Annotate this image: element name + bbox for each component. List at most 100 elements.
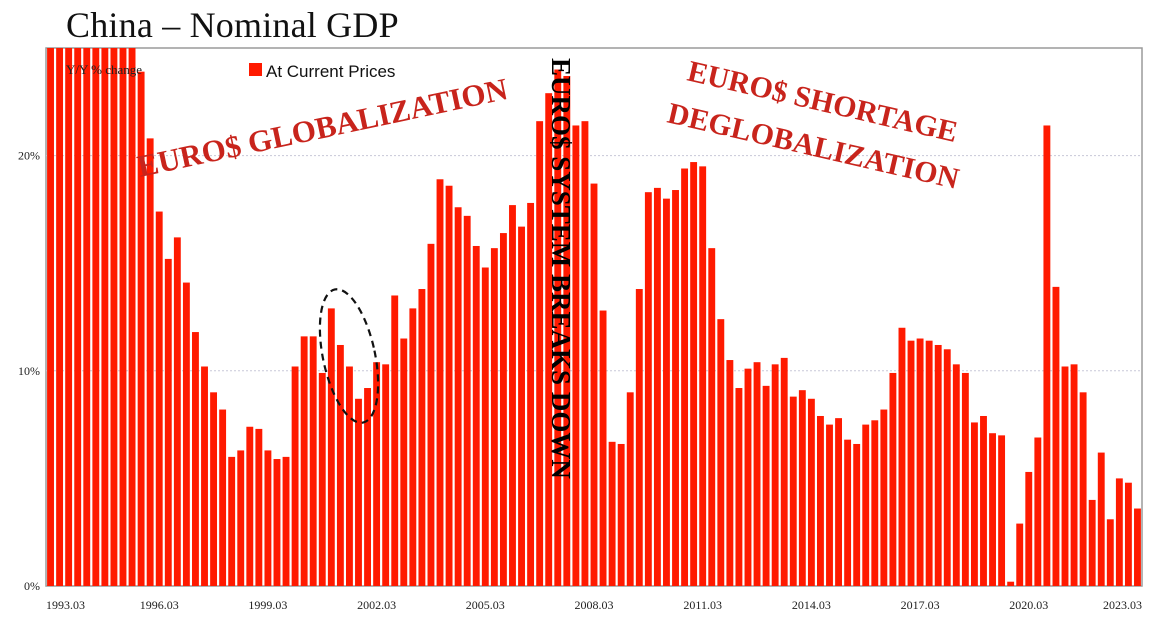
bar bbox=[545, 93, 553, 586]
bar bbox=[327, 308, 335, 586]
bar bbox=[572, 125, 580, 586]
bar bbox=[219, 409, 227, 586]
bar bbox=[110, 48, 118, 586]
bar bbox=[744, 368, 752, 586]
bar bbox=[146, 138, 154, 586]
bar bbox=[155, 211, 163, 587]
page-title: China – Nominal GDP bbox=[66, 5, 399, 45]
bar bbox=[1007, 581, 1015, 586]
bar bbox=[617, 443, 625, 586]
bar bbox=[554, 69, 562, 586]
legend-swatch bbox=[249, 63, 262, 76]
bar bbox=[889, 372, 897, 586]
bar bbox=[1115, 478, 1123, 586]
y-tick-label: 0% bbox=[24, 579, 40, 593]
x-tick-label: 2017.03 bbox=[901, 598, 940, 612]
x-tick-label: 1993.03 bbox=[46, 598, 85, 612]
bar bbox=[182, 282, 190, 586]
bar bbox=[481, 267, 489, 586]
bar bbox=[137, 71, 145, 587]
bar bbox=[1134, 508, 1141, 586]
bar bbox=[1097, 452, 1105, 586]
x-tick-label: 2008.03 bbox=[575, 598, 614, 612]
x-tick-label: 1999.03 bbox=[248, 598, 287, 612]
x-tick-label: 2020.03 bbox=[1009, 598, 1048, 612]
bar bbox=[1061, 366, 1069, 586]
bar bbox=[961, 372, 969, 586]
bar bbox=[164, 258, 172, 586]
bar bbox=[409, 308, 417, 586]
bar bbox=[1043, 125, 1051, 586]
bar bbox=[237, 450, 245, 586]
bar bbox=[273, 459, 281, 586]
x-tick-labels: 1993.03 1996.03 1999.03 2002.03 2005.03 2008.… bbox=[46, 598, 1142, 612]
bar bbox=[771, 364, 779, 586]
bar bbox=[1052, 286, 1060, 586]
bar bbox=[1106, 519, 1114, 586]
bar bbox=[1088, 499, 1096, 586]
bar bbox=[264, 450, 272, 586]
bar bbox=[762, 385, 770, 586]
x-tick-label: 2002.03 bbox=[357, 598, 396, 612]
bar bbox=[128, 48, 136, 586]
bar bbox=[1025, 471, 1033, 586]
bar bbox=[599, 310, 607, 586]
bar bbox=[391, 295, 399, 586]
bar bbox=[192, 332, 199, 586]
bar bbox=[382, 364, 390, 586]
bar bbox=[536, 121, 544, 587]
bar bbox=[681, 168, 689, 586]
bar bbox=[101, 48, 109, 586]
bar bbox=[817, 415, 824, 586]
bar bbox=[590, 183, 598, 586]
bar bbox=[56, 48, 64, 586]
highlight-ellipse bbox=[318, 288, 380, 424]
bar bbox=[355, 398, 362, 586]
bar bbox=[201, 366, 208, 586]
bar bbox=[717, 319, 725, 586]
bar bbox=[445, 185, 453, 587]
bar bbox=[74, 48, 82, 586]
bar bbox=[735, 388, 743, 586]
bar bbox=[690, 162, 698, 586]
bar bbox=[318, 372, 326, 586]
bar bbox=[952, 364, 960, 586]
y-axis-label: Y/Y % change bbox=[66, 62, 142, 77]
bar bbox=[663, 198, 670, 586]
bar bbox=[925, 340, 933, 586]
x-tick-label: 2014.03 bbox=[792, 598, 831, 612]
bar bbox=[970, 422, 978, 586]
bar bbox=[653, 187, 661, 586]
bar bbox=[92, 48, 100, 586]
x-tick-label: 2005.03 bbox=[466, 598, 505, 612]
bar bbox=[1034, 437, 1042, 586]
bar bbox=[282, 456, 290, 586]
bar bbox=[581, 121, 589, 587]
bar bbox=[699, 166, 707, 587]
annotation-system-breaks-down: EURO$ SYSTEM BREAKS DOWN bbox=[546, 58, 576, 479]
bar bbox=[364, 388, 371, 586]
bar bbox=[210, 392, 218, 586]
x-tick-label: 2011.03 bbox=[683, 598, 722, 612]
bar bbox=[626, 392, 634, 586]
bar bbox=[1070, 364, 1078, 586]
bar bbox=[644, 192, 652, 586]
bar bbox=[753, 362, 761, 586]
bar bbox=[798, 390, 806, 586]
bar bbox=[246, 426, 254, 586]
bar bbox=[119, 48, 127, 586]
bar bbox=[373, 362, 381, 586]
bar bbox=[427, 243, 435, 586]
bar bbox=[83, 48, 91, 586]
bar bbox=[907, 340, 915, 586]
bar bbox=[871, 420, 879, 586]
bar bbox=[807, 398, 815, 586]
bar bbox=[472, 245, 480, 587]
bar bbox=[708, 248, 716, 586]
bar bbox=[934, 344, 942, 586]
bar bbox=[826, 424, 833, 586]
bar bbox=[291, 366, 299, 586]
bar bbox=[228, 456, 236, 586]
bar bbox=[1079, 392, 1087, 586]
